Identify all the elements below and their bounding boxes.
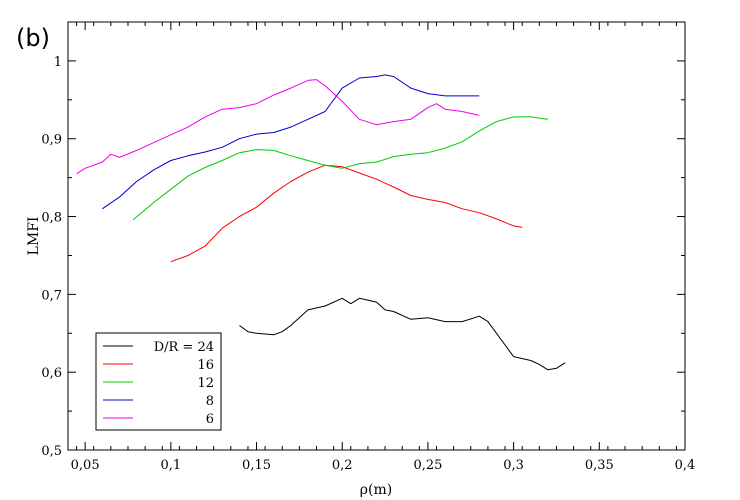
series-line-3: [102, 74, 480, 210]
x-axis: 0,05 0,1 0,15 0,2 0,25 0,3 0,35 0,4: [71, 22, 696, 473]
plot-frame: [67, 21, 686, 451]
legend-label: 12: [197, 376, 214, 391]
legend-label: 8: [206, 394, 214, 409]
x-tick-label: 0,3: [503, 458, 524, 473]
legend-box: [95, 332, 222, 431]
series-line-4: [76, 79, 480, 175]
x-tick-label: 0,2: [332, 458, 353, 473]
y-tick-label: 0,5: [41, 444, 62, 459]
legend-label: 6: [206, 412, 214, 427]
panel-label: (b): [16, 24, 50, 52]
y-axis-title: LMFI: [26, 217, 42, 256]
series-line-0: [239, 297, 566, 371]
y-tick-label: 0,8: [41, 211, 62, 226]
y-tick-label: 0,9: [41, 133, 62, 148]
legend-label: D/R = 24: [154, 340, 214, 355]
x-tick-label: 0,4: [675, 458, 696, 473]
y-axis: 0,5 0,6 0,7 0,8 0,9 1: [41, 21, 685, 459]
x-tick-label: 0,05: [71, 458, 100, 473]
x-tick-label: 0,15: [242, 458, 271, 473]
y-tick-label: 1: [54, 55, 62, 70]
x-tick-label: 0,35: [585, 458, 614, 473]
x-axis-title: ρ(m): [360, 482, 392, 498]
x-tick-label: 0,25: [413, 458, 442, 473]
y-tick-label: 0,7: [41, 288, 62, 303]
series-line-2: [132, 116, 548, 221]
x-tick-label: 0,1: [160, 458, 181, 473]
legend-label: 16: [197, 358, 214, 373]
y-tick-label: 0,6: [41, 366, 62, 381]
series-layer: [76, 74, 566, 371]
series-line-1: [170, 164, 523, 263]
legend: D/R = 24 16 12 8 6: [95, 332, 222, 431]
